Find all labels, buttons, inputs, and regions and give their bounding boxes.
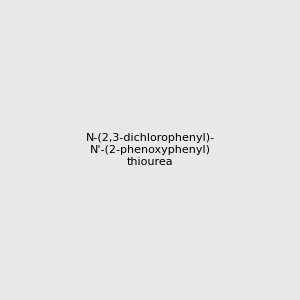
- Text: N-(2,3-dichlorophenyl)-
N'-(2-phenoxyphenyl)
thiourea: N-(2,3-dichlorophenyl)- N'-(2-phenoxyphe…: [85, 134, 214, 166]
